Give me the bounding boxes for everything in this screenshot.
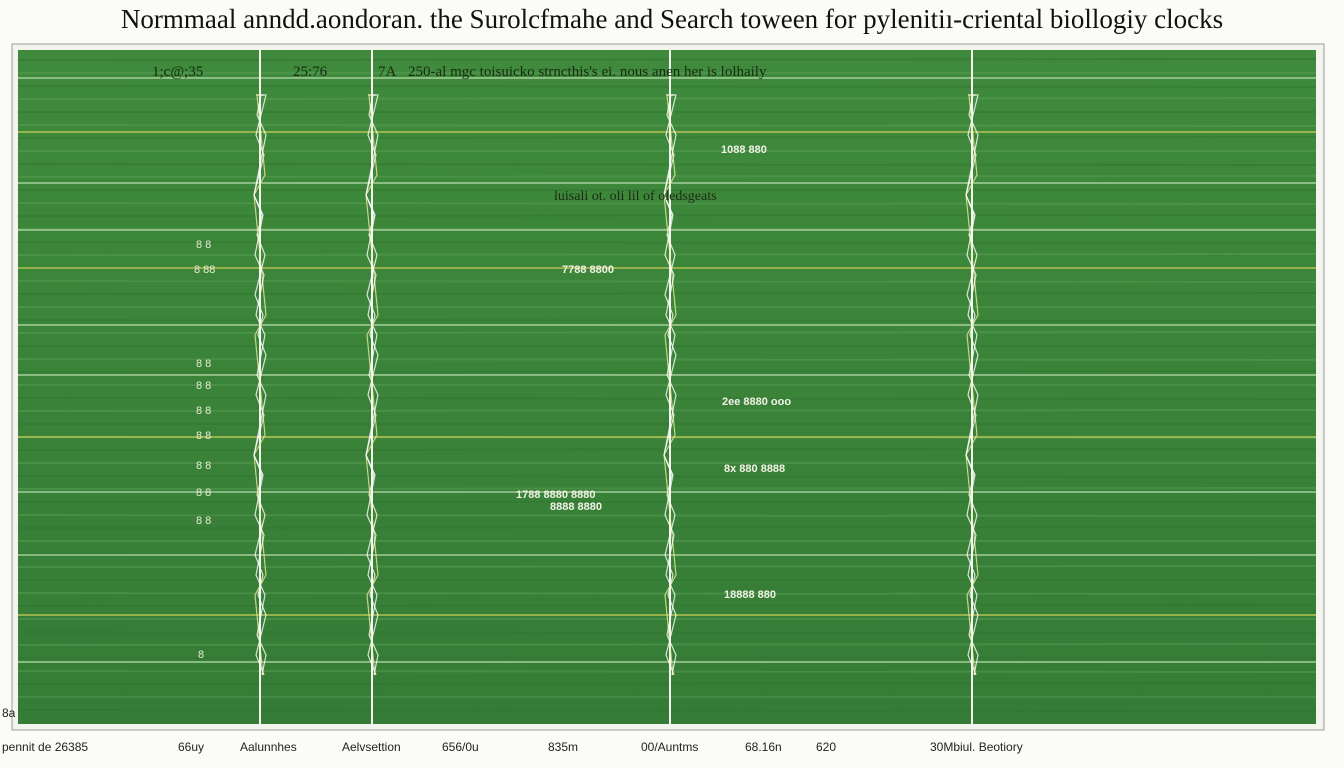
streak	[17, 124, 1317, 127]
small-label: 8888 8880	[550, 501, 602, 513]
streak	[17, 370, 1317, 373]
streak	[17, 292, 1317, 295]
v-strand	[253, 94, 267, 676]
top-label: 7A	[378, 64, 397, 80]
streak	[17, 682, 1317, 685]
left-label: 8 8	[196, 515, 212, 527]
bottom-label: pennit de 26385	[2, 740, 89, 754]
top-label: 25:76	[293, 64, 328, 80]
v-strand	[965, 94, 979, 676]
v-strand	[965, 94, 979, 676]
streak	[17, 670, 1317, 673]
v-strand	[365, 94, 379, 676]
small-label: 7788 8800	[562, 264, 614, 276]
v-strand	[663, 94, 677, 676]
streak	[17, 280, 1317, 283]
title: Normmaal anndd.aondoran. the Surolcfmahe…	[120, 4, 1224, 34]
left-label: 8 88	[194, 264, 216, 276]
left-label: 8 8	[196, 460, 212, 472]
bottom-label: 656/0u	[442, 740, 479, 754]
streak	[17, 565, 1317, 568]
streak	[17, 409, 1317, 412]
streak	[17, 175, 1317, 178]
streak	[17, 514, 1317, 517]
top-label: 250-al mgc toisuicko strncthis's ei. nou…	[408, 64, 767, 80]
bottom-label: Aelvsettion	[342, 740, 401, 754]
bottom-label: 835m	[548, 740, 579, 754]
small-label: 8x 880 8888	[724, 463, 786, 475]
v-strand	[965, 94, 979, 676]
bottom-label: Aalunnhes	[240, 740, 297, 754]
left-label: 8 8	[196, 487, 212, 499]
v-strand	[663, 94, 677, 676]
small-label: 18888 880	[724, 589, 776, 601]
bottom-label: 66uy	[178, 740, 205, 754]
left-label: 8	[198, 649, 205, 661]
small-label: 2ee 8880 ooo	[722, 396, 792, 408]
left-label: 8 8	[196, 430, 212, 442]
v-strand	[253, 94, 267, 676]
v-strand	[365, 94, 379, 676]
streak	[17, 592, 1317, 595]
streak	[17, 163, 1317, 166]
corner-label: 8a	[2, 706, 16, 720]
bottom-label: 620	[816, 740, 837, 754]
streak	[17, 604, 1317, 607]
v-strand	[663, 94, 677, 676]
streak	[17, 85, 1317, 88]
small-label: 1788 8880 8880	[516, 489, 596, 501]
top-label: 1;c@;35	[152, 64, 204, 80]
v-strand	[253, 94, 267, 676]
left-label: 8 8	[196, 405, 212, 417]
streak	[17, 526, 1317, 529]
streak	[17, 643, 1317, 646]
small-label: 1088 880	[721, 144, 767, 156]
bottom-label: 30Mbiul. Beotiory	[930, 740, 1023, 754]
streak	[17, 253, 1317, 256]
streak	[17, 475, 1317, 478]
streak	[17, 709, 1317, 712]
left-label: 8 8	[196, 239, 212, 251]
streak	[17, 58, 1317, 61]
line-layer	[17, 50, 1317, 724]
streak	[17, 319, 1317, 322]
left-label: 8 8	[196, 358, 212, 370]
bottom-label: 00/Auntms	[641, 740, 699, 754]
inner-label: luisali ot. oli lil of oledsgeats	[554, 189, 717, 204]
bottom-label: 68.16n	[745, 740, 782, 754]
v-strand	[365, 94, 379, 676]
left-label: 8 8	[196, 380, 212, 392]
streak	[17, 214, 1317, 217]
